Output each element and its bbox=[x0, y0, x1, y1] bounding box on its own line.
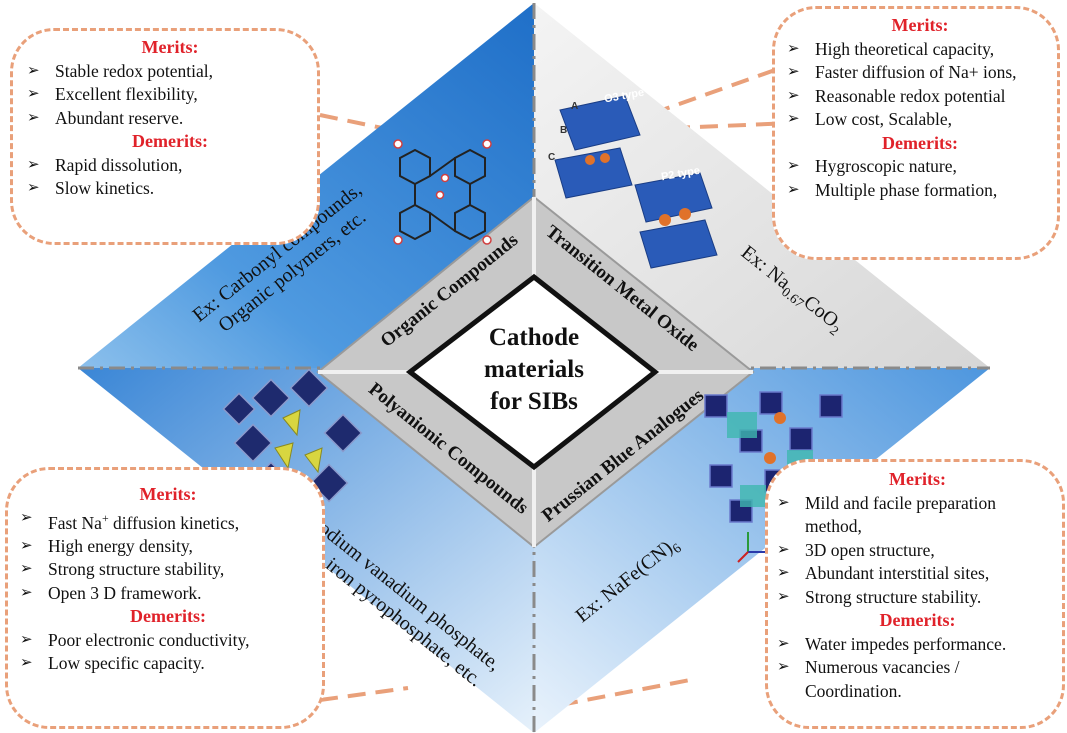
demerit-item: ➢ Multiple phase formation, bbox=[787, 179, 998, 200]
demerits-heading: Demerits: bbox=[130, 606, 206, 627]
demerit-item: ➢ Water impedes performance. bbox=[777, 633, 1007, 654]
connector-line bbox=[319, 686, 409, 702]
merit-item: ➢ Open 3 D framework. bbox=[20, 582, 202, 603]
center-title: Cathode materials for SIBs bbox=[484, 324, 584, 415]
prussian-panel: Merits: ➢ Mild and facile preparation met… bbox=[775, 468, 1060, 703]
tmo-panel-box bbox=[772, 6, 1060, 260]
organic-panel: Merits: ➢ Stable redox potential, ➢ Excell… bbox=[25, 36, 315, 201]
demerit-item-continued: Coordination. bbox=[805, 680, 902, 701]
tmo-panel: Merits: ➢ High theoretical capacity, ➢ Fas… bbox=[785, 14, 1055, 202]
merit-item: ➢ Excellent flexibility, bbox=[27, 84, 198, 104]
merit-item: ➢ Fast Na+ diffusion kinetics, bbox=[20, 509, 240, 533]
merit-item: ➢ Faster diffusion of Na+ ions, bbox=[787, 62, 1017, 82]
merit-item: ➢ Reasonable redox potential bbox=[787, 85, 1006, 106]
merit-item: ➢ Abundant reserve. bbox=[27, 107, 184, 128]
merits-heading: Merits: bbox=[889, 469, 946, 489]
merit-item-continued: method, bbox=[805, 516, 862, 536]
merit-item: ➢ 3D open structure, bbox=[777, 539, 935, 560]
quadrant-tmo bbox=[534, 3, 990, 368]
demerits-heading: Demerits: bbox=[132, 131, 208, 151]
merit-item: ➢ Strong structure stability. bbox=[777, 586, 982, 607]
merits-heading: Merits: bbox=[139, 484, 197, 504]
demerit-item: ➢ Rapid dissolution, bbox=[27, 154, 183, 175]
layer-b-label: B bbox=[560, 125, 568, 136]
prussian-panel-box bbox=[765, 459, 1065, 729]
demerit-item: ➢ Slow kinetics. bbox=[27, 178, 155, 198]
merits-heading: Merits: bbox=[891, 15, 949, 35]
layer-c-label: C bbox=[548, 152, 556, 163]
demerits-heading: Demerits: bbox=[882, 132, 958, 153]
merit-item: ➢ Stable redox potential, bbox=[27, 60, 213, 81]
demerit-item: ➢ Hygroscopic nature, bbox=[787, 156, 957, 176]
demerits-heading: Demerits: bbox=[879, 610, 956, 630]
merit-item: ➢ Low cost, Scalable, bbox=[787, 109, 953, 129]
layered-oxide-structure-icon bbox=[554, 95, 718, 269]
merit-item: ➢ Mild and facile preparation bbox=[777, 492, 996, 513]
demerit-item: ➢ Low specific capacity. bbox=[20, 653, 205, 674]
layer-a-label: A bbox=[571, 101, 579, 112]
poly-panel: Merits: ➢ Fast Na+ diffusion kinetics, ➢ H… bbox=[18, 483, 318, 676]
demerit-item: ➢ Poor electronic conductivity, bbox=[20, 629, 250, 650]
poly-panel-box bbox=[5, 467, 325, 729]
organic-panel-box bbox=[10, 28, 320, 245]
merit-item: ➢ Abundant interstitial sites, bbox=[777, 563, 990, 583]
merit-item: ➢ High theoretical capacity, bbox=[787, 38, 995, 59]
center-diamond bbox=[405, 273, 660, 471]
merit-item: ➢ Strong structure stability, bbox=[20, 559, 225, 580]
organic-molecule-icon bbox=[393, 139, 492, 245]
demerit-item: ➢ Numerous vacancies / bbox=[777, 657, 960, 677]
connector-line bbox=[559, 678, 691, 707]
merit-item: ➢ High energy density, bbox=[20, 535, 193, 556]
merits-heading: Merits: bbox=[141, 37, 199, 57]
